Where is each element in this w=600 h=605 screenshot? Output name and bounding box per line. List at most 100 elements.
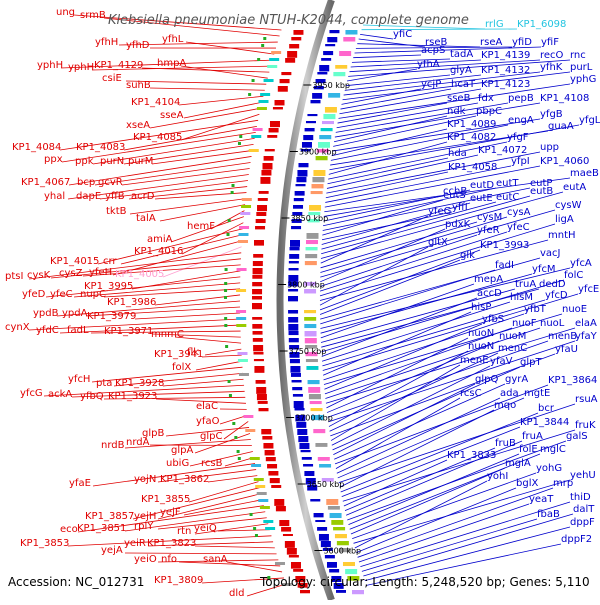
- gene-label-right: KP1_3833: [447, 450, 496, 461]
- feature-color-block: [240, 212, 250, 215]
- gene-label-left: hemF: [187, 221, 215, 232]
- left-connector-line: [175, 337, 241, 343]
- feature-color-block: [255, 485, 265, 488]
- gene-label-right: fruB: [495, 438, 516, 449]
- feature-color-block: [319, 135, 331, 139]
- gene-label-left: yfcG: [20, 388, 43, 399]
- gene-label-right: rrlG: [485, 19, 504, 30]
- gene-label-right: yfiD: [512, 37, 532, 48]
- gene-label-right: pbpC: [476, 106, 502, 117]
- kbp-tick-label: 3850 kbp: [290, 214, 328, 223]
- feature-color-block: [238, 233, 248, 236]
- gene-label-left: ypdA: [62, 308, 88, 319]
- gene-label-left: yhal: [44, 191, 65, 202]
- gene-label-right: mrp: [553, 478, 573, 489]
- gene-label-right: KP1_4123: [481, 79, 530, 90]
- feature-dot: [250, 513, 253, 516]
- feature-color-block: [253, 128, 263, 131]
- right-gene-arrow: [289, 268, 299, 270]
- gene-label-left: hmpA: [157, 58, 186, 69]
- left-gene-arrow: [260, 177, 270, 184]
- feature-color-block: [313, 170, 325, 176]
- right-gene-arrow: [311, 100, 321, 103]
- feature-dot: [225, 268, 228, 271]
- gene-label-left: KP1_4067: [21, 177, 70, 188]
- feature-color-block: [352, 590, 364, 594]
- gene-label-left: folX: [172, 362, 191, 373]
- gene-label-right: KP1_4089: [447, 119, 496, 130]
- gene-label-left: KP1_4016: [134, 246, 183, 257]
- left-gene-arrow: [254, 240, 264, 246]
- feature-color-block: [343, 37, 355, 41]
- gene-label-left: gcvR: [98, 177, 123, 188]
- left-gene-arrow: [259, 408, 269, 411]
- gene-label-left: elaC: [196, 401, 218, 412]
- gene-label-right: yfcE: [578, 284, 599, 295]
- right-gene-arrow: [296, 422, 306, 428]
- gene-label-right: yfgB: [540, 109, 563, 120]
- gene-label-right: eutT: [496, 178, 519, 189]
- feature-dot: [253, 527, 256, 530]
- kbp-tick-label: 3800 kbp: [287, 281, 325, 290]
- right-gene-arrow: [303, 135, 313, 140]
- right-connector-line: [328, 158, 448, 184]
- gene-label-left: KP1_4104: [131, 97, 180, 108]
- right-gene-arrow: [321, 58, 331, 61]
- right-gene-arrow: [312, 93, 322, 99]
- left-gene-arrow: [261, 170, 271, 176]
- gene-label-right: eutE: [470, 193, 493, 204]
- gene-label-right: ndk: [447, 106, 466, 117]
- left-gene-arrow: [259, 191, 269, 194]
- gene-label-right: cysM: [477, 212, 502, 223]
- gene-label-right: engA: [508, 115, 534, 126]
- right-gene-arrow: [290, 366, 300, 373]
- left-gene-arrow: [280, 79, 290, 83]
- feature-color-block: [237, 268, 247, 271]
- feature-color-block: [245, 429, 255, 432]
- feature-dot: [263, 37, 266, 40]
- gene-label-right: yfiF: [541, 37, 559, 48]
- gene-label-left: yojN: [134, 474, 156, 485]
- right-gene-arrow: [302, 457, 312, 460]
- feature-color-block: [311, 408, 323, 411]
- left-gene-arrow: [255, 226, 265, 229]
- gene-label-left: yeiQ: [194, 523, 217, 534]
- feature-color-block: [250, 457, 260, 460]
- feature-color-block: [322, 121, 334, 124]
- left-gene-arrow: [285, 58, 295, 63]
- feature-color-block: [312, 177, 324, 182]
- gene-label-left: yffB: [105, 191, 125, 202]
- gene-label-right: folC: [564, 270, 583, 281]
- gene-label-left: csiE: [102, 73, 122, 84]
- topology-text: Topology: circular; Length: 5,248,520 bp…: [259, 575, 590, 589]
- gene-label-right: fruK: [575, 420, 596, 431]
- right-gene-arrow: [317, 72, 327, 74]
- left-gene-arrow: [256, 380, 266, 384]
- gene-label-left: yfbQ: [80, 391, 104, 402]
- left-gene-arrow: [256, 212, 266, 216]
- gene-label-right: mgtE: [524, 388, 550, 399]
- feature-color-block: [306, 247, 318, 250]
- left-gene-arrow: [271, 485, 281, 488]
- gene-label-left: KP1_3986: [107, 297, 156, 308]
- feature-color-block: [335, 534, 347, 538]
- gene-label-right: nuoM: [499, 331, 526, 342]
- feature-color-block: [308, 387, 320, 393]
- gene-label-left: KP1_3851: [77, 523, 126, 534]
- feature-color-block: [333, 72, 345, 76]
- gene-label-right: yfpI: [511, 156, 530, 167]
- right-gene-arrow: [294, 198, 304, 201]
- gene-label-left: ung: [56, 7, 75, 18]
- feature-color-block: [263, 520, 273, 523]
- left-gene-arrow: [287, 548, 297, 555]
- gene-label-right: yfeG: [428, 206, 451, 217]
- gene-label-right: yfcM: [532, 264, 556, 275]
- gene-label-right: yfcA: [570, 258, 592, 269]
- gene-label-right: yfhK: [540, 62, 563, 73]
- gene-label-right: glk: [460, 250, 475, 261]
- feature-dot: [252, 79, 255, 82]
- feature-color-block: [316, 156, 328, 160]
- feature-dot: [238, 142, 241, 145]
- right-gene-arrow: [289, 338, 299, 342]
